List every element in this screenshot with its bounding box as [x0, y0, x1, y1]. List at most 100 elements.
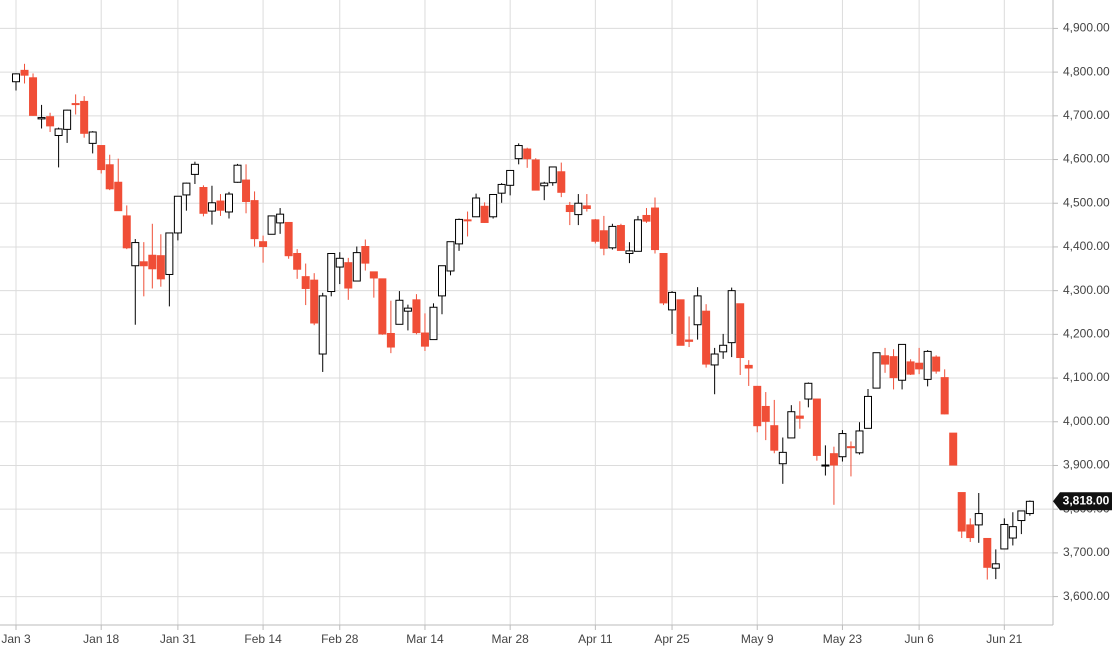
- candle-body: [778, 451, 787, 465]
- grid: [0, 0, 1053, 625]
- candle-body: [335, 257, 344, 268]
- candle-body: [344, 262, 353, 289]
- candle-body: [940, 377, 949, 415]
- candle-body: [20, 69, 29, 76]
- candle-body: [327, 252, 336, 293]
- candle-body: [983, 537, 992, 568]
- x-tick-label: Apr 25: [654, 632, 690, 646]
- candle-body: [463, 219, 472, 222]
- candle-body: [250, 200, 259, 240]
- candle-body: [412, 299, 421, 334]
- candle-body: [821, 464, 830, 467]
- candle-body: [403, 307, 412, 312]
- x-tick-label: Jan 3: [1, 632, 31, 646]
- candle-body: [97, 145, 106, 171]
- candle-body: [395, 299, 404, 325]
- candle-body: [702, 310, 711, 365]
- x-tick-label: Feb 14: [244, 632, 282, 646]
- candle-body: [804, 382, 813, 400]
- candle-body: [829, 453, 838, 466]
- candle-body: [480, 205, 489, 223]
- candle-body: [642, 214, 651, 222]
- candle-body: [80, 100, 89, 134]
- candle-body: [616, 225, 625, 251]
- candle-body: [182, 182, 191, 196]
- candle-body: [199, 187, 208, 214]
- price-tag: [1053, 492, 1112, 511]
- candle-body: [864, 395, 872, 429]
- candle-body: [497, 183, 506, 194]
- candle-body: [361, 246, 370, 264]
- candle-body: [736, 303, 745, 359]
- candle-body: [812, 398, 821, 456]
- candle-body: [438, 265, 446, 297]
- candle-body: [472, 197, 481, 218]
- candle-body: [599, 230, 608, 249]
- candle-body: [148, 254, 157, 270]
- candle-body: [46, 116, 55, 127]
- candle-body: [770, 425, 779, 451]
- candle-body: [991, 563, 1000, 569]
- candle-body: [242, 179, 251, 202]
- y-tick-label: 3,600.00: [1063, 589, 1110, 603]
- y-tick-label: 4,000.00: [1063, 414, 1110, 428]
- candle-body: [676, 299, 685, 346]
- candle-body: [122, 215, 131, 249]
- candle-body: [668, 291, 677, 311]
- y-tick-label: 4,100.00: [1063, 370, 1110, 384]
- candle-body: [29, 77, 38, 116]
- y-tick-label: 4,900.00: [1063, 21, 1110, 35]
- x-tick-label: Apr 11: [578, 632, 613, 646]
- candle-body: [489, 193, 498, 218]
- x-tick-label: May 9: [741, 632, 774, 646]
- y-tick-label: 4,500.00: [1063, 195, 1110, 209]
- candle-body: [557, 171, 566, 193]
- candle-body: [949, 432, 958, 466]
- candle-body: [369, 271, 378, 279]
- candle-body: [386, 332, 395, 348]
- candle-body: [420, 332, 429, 347]
- x-tick-label: Jun 21: [986, 632, 1022, 646]
- candle-body: [838, 433, 847, 458]
- candle-body: [156, 255, 165, 280]
- candle-body: [190, 163, 199, 175]
- candle-body: [139, 261, 148, 267]
- y-tick-label: 4,800.00: [1063, 64, 1110, 78]
- candle-body: [276, 213, 285, 224]
- x-tick-label: Mar 14: [406, 632, 444, 646]
- candle-body: [727, 290, 736, 344]
- candle-body: [37, 117, 46, 120]
- y-tick-label: 3,900.00: [1063, 458, 1110, 472]
- candle-body: [310, 279, 319, 324]
- candle-body: [855, 430, 864, 454]
- candle-body: [633, 219, 642, 252]
- y-tick-label: 4,700.00: [1063, 108, 1110, 122]
- candle-body: [523, 148, 532, 160]
- x-tick-label: Mar 28: [491, 632, 529, 646]
- candle-body: [88, 131, 97, 144]
- candle-body: [446, 241, 455, 272]
- x-tick-label: Jun 6: [904, 632, 934, 646]
- candle-body: [531, 159, 540, 191]
- candle-body: [974, 513, 983, 526]
- candle-body: [957, 492, 966, 532]
- candle-body: [378, 278, 387, 335]
- candle-body: [659, 252, 668, 304]
- candle-body: [795, 415, 804, 419]
- candle-body: [710, 353, 719, 366]
- candle-body: [693, 295, 702, 326]
- candle-body: [63, 109, 72, 130]
- candle-body: [591, 219, 600, 242]
- candle-body: [744, 364, 753, 369]
- candle-body: [429, 306, 438, 341]
- price-tag-label: 3,818.00: [1063, 493, 1110, 507]
- candle-body: [1000, 523, 1009, 550]
- candle-body: [846, 446, 855, 449]
- x-tick-label: Jan 31: [160, 632, 196, 646]
- candle-body: [923, 350, 932, 380]
- candle-body: [1017, 510, 1026, 522]
- candle-body: [932, 356, 941, 372]
- candle-body: [318, 295, 327, 355]
